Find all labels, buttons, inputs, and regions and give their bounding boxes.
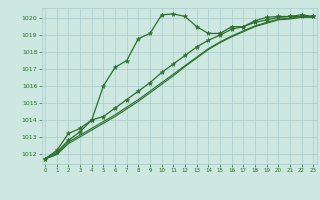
Text: Graphe pression niveau de la mer (hPa): Graphe pression niveau de la mer (hPa): [65, 184, 255, 193]
